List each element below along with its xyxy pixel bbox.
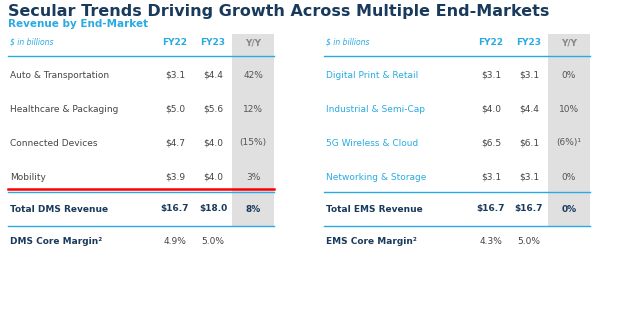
Text: 0%: 0% <box>562 70 576 79</box>
Text: Connected Devices: Connected Devices <box>10 139 97 148</box>
Text: Healthcare & Packaging: Healthcare & Packaging <box>10 104 118 113</box>
Text: $3.1: $3.1 <box>481 172 501 181</box>
Text: $4.4: $4.4 <box>519 104 539 113</box>
Text: $5.6: $5.6 <box>203 104 223 113</box>
Text: EMS Core Margin²: EMS Core Margin² <box>326 237 417 246</box>
Text: 5.0%: 5.0% <box>202 237 225 246</box>
Text: $4.0: $4.0 <box>203 172 223 181</box>
Text: Mobility: Mobility <box>10 172 46 181</box>
Text: 4.9%: 4.9% <box>164 237 186 246</box>
Text: Y/Y: Y/Y <box>561 38 577 47</box>
Bar <box>232 34 274 226</box>
Text: $4.7: $4.7 <box>165 139 185 148</box>
Text: Networking & Storage: Networking & Storage <box>326 172 426 181</box>
Text: $5.0: $5.0 <box>165 104 185 113</box>
Text: $16.7: $16.7 <box>515 205 543 214</box>
Text: Total EMS Revenue: Total EMS Revenue <box>326 205 423 214</box>
Text: 5.0%: 5.0% <box>518 237 541 246</box>
Text: Y/Y: Y/Y <box>245 38 261 47</box>
Text: 12%: 12% <box>243 104 263 113</box>
Text: 5G Wireless & Cloud: 5G Wireless & Cloud <box>326 139 419 148</box>
Text: 0%: 0% <box>562 172 576 181</box>
Text: DMS Core Margin²: DMS Core Margin² <box>10 237 102 246</box>
Text: $6.1: $6.1 <box>519 139 539 148</box>
Text: (6%)¹: (6%)¹ <box>557 139 582 148</box>
Text: $3.1: $3.1 <box>165 70 185 79</box>
Text: $16.7: $16.7 <box>161 205 189 214</box>
Text: Digital Print & Retail: Digital Print & Retail <box>326 70 419 79</box>
Text: $18.0: $18.0 <box>199 205 227 214</box>
Text: FY22: FY22 <box>163 38 188 47</box>
Text: Secular Trends Driving Growth Across Multiple End-Markets: Secular Trends Driving Growth Across Mul… <box>8 4 549 19</box>
Text: Auto & Transportation: Auto & Transportation <box>10 70 109 79</box>
Text: $3.1: $3.1 <box>481 70 501 79</box>
Text: $4.0: $4.0 <box>481 104 501 113</box>
Text: FY22: FY22 <box>479 38 504 47</box>
Text: (15%): (15%) <box>239 139 267 148</box>
Text: Total DMS Revenue: Total DMS Revenue <box>10 205 108 214</box>
Text: $6.5: $6.5 <box>481 139 501 148</box>
Text: $4.0: $4.0 <box>203 139 223 148</box>
Text: 4.3%: 4.3% <box>479 237 502 246</box>
Text: $16.7: $16.7 <box>477 205 505 214</box>
Text: $4.4: $4.4 <box>203 70 223 79</box>
Text: FY23: FY23 <box>516 38 541 47</box>
Text: $3.1: $3.1 <box>519 172 539 181</box>
Text: 3%: 3% <box>246 172 260 181</box>
Bar <box>548 34 590 226</box>
Text: 0%: 0% <box>561 205 577 214</box>
Text: 8%: 8% <box>245 205 260 214</box>
Text: $ in billions: $ in billions <box>326 38 369 47</box>
Text: $3.9: $3.9 <box>165 172 185 181</box>
Text: $ in billions: $ in billions <box>10 38 54 47</box>
Text: 42%: 42% <box>243 70 263 79</box>
Text: Industrial & Semi-Cap: Industrial & Semi-Cap <box>326 104 425 113</box>
Text: Revenue by End-Market: Revenue by End-Market <box>8 19 148 29</box>
Text: FY23: FY23 <box>200 38 225 47</box>
Text: 10%: 10% <box>559 104 579 113</box>
Text: $3.1: $3.1 <box>519 70 539 79</box>
